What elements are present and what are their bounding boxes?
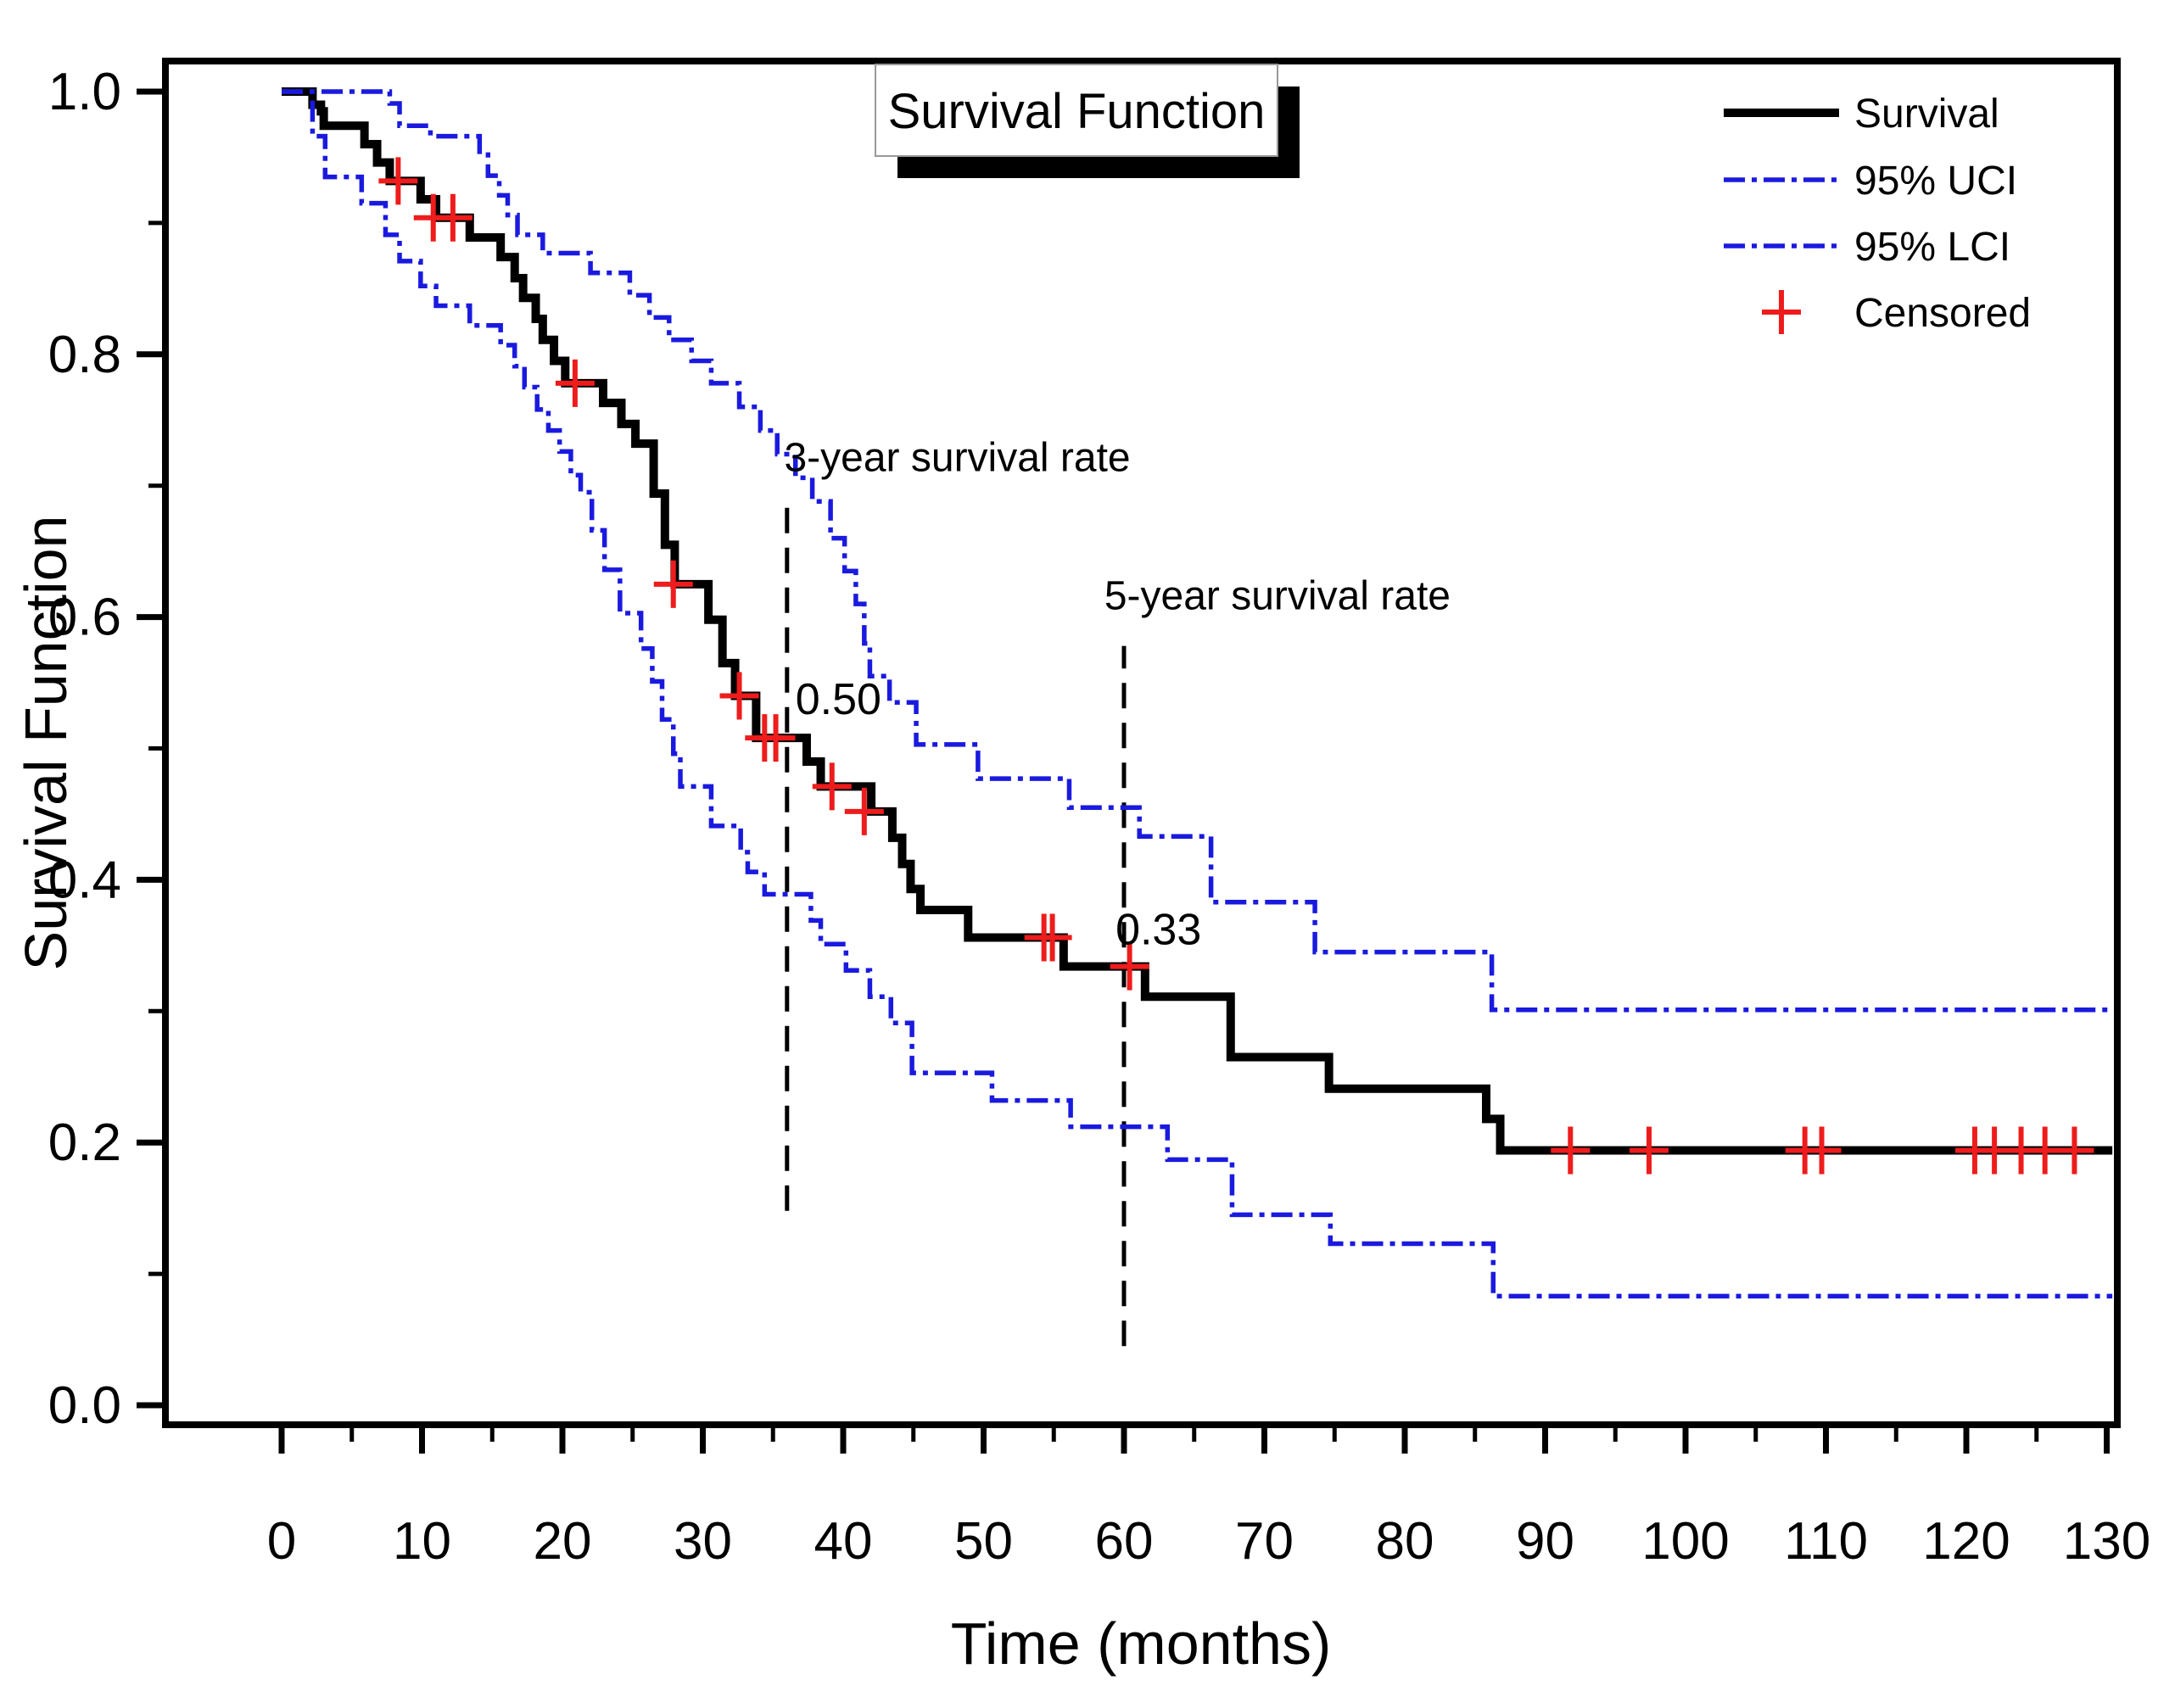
- legend-label-censored: Censored: [1854, 291, 2031, 336]
- censored-marker: [1032, 913, 1072, 962]
- y-tick-label-4: 0.8: [48, 326, 121, 384]
- x-tick-label-4: 40: [814, 1512, 873, 1571]
- censored-marker: [653, 560, 693, 608]
- x-tick-label-0: 0: [267, 1512, 296, 1571]
- annotation-threeyear-label: 3-year survival rate: [784, 436, 1130, 481]
- x-tick-label-11: 110: [1784, 1512, 1868, 1571]
- x-axis-title: Time (months): [951, 1610, 1332, 1677]
- x-tick-label-5: 50: [954, 1512, 1013, 1571]
- censored-marker: [378, 157, 418, 205]
- annotation-rate3-value: 0.50: [796, 675, 881, 724]
- x-tick-label-12: 120: [1922, 1512, 2010, 1571]
- censored-marker: [433, 193, 472, 242]
- censored-marker: [1802, 1126, 1842, 1175]
- censored-marker: [555, 359, 595, 407]
- y-tick-label-2: 0.4: [48, 851, 121, 909]
- series-95-uci: [282, 89, 2113, 1013]
- y-tick-label-5: 1.0: [48, 63, 121, 121]
- annotation-fiveyear-label: 5-year survival rate: [1104, 573, 1451, 618]
- legend-sample-plus-marker: [1762, 290, 1801, 334]
- censored-marker: [2055, 1126, 2094, 1175]
- censored-marker: [844, 787, 884, 835]
- y-axis-title: Survival Function: [13, 516, 79, 971]
- y-tick-label-3: 0.6: [48, 589, 121, 647]
- x-tick-label-7: 70: [1235, 1512, 1294, 1571]
- chart-title-box: Survival Function: [875, 64, 1300, 178]
- censored-marker: [719, 672, 759, 720]
- x-tick-label-1: 10: [393, 1512, 451, 1571]
- annotation-rate5-value: 0.33: [1115, 905, 1201, 954]
- x-tick-label-8: 80: [1376, 1512, 1434, 1571]
- y-tick-label-1: 0.2: [48, 1114, 121, 1172]
- x-tick-label-3: 30: [674, 1512, 732, 1571]
- legend-label-95-uci: 95% UCI: [1854, 159, 2017, 204]
- chart-title: Survival Function: [888, 84, 1266, 139]
- series-95-lci: [282, 89, 2113, 1299]
- x-tick-label-9: 90: [1516, 1512, 1574, 1571]
- x-tick-label-6: 60: [1095, 1512, 1154, 1571]
- legend-label-survival: Survival: [1854, 92, 1999, 137]
- legend-label-95-lci: 95% LCI: [1854, 225, 2010, 270]
- censored-marker: [756, 714, 796, 762]
- y-tick-label-0: 0.0: [48, 1376, 121, 1435]
- censored-marker: [1110, 942, 1149, 991]
- x-tick-label-13: 130: [2063, 1512, 2150, 1571]
- censored-marker: [1629, 1126, 1669, 1175]
- x-tick-label-10: 100: [1641, 1512, 1729, 1571]
- censored-marker: [812, 762, 852, 811]
- x-tick-label-2: 20: [534, 1512, 592, 1571]
- title-box-face: [875, 64, 1278, 157]
- plot-frame: [162, 58, 2121, 1428]
- censored-marker: [1551, 1126, 1591, 1175]
- series-survival: [282, 87, 2113, 1155]
